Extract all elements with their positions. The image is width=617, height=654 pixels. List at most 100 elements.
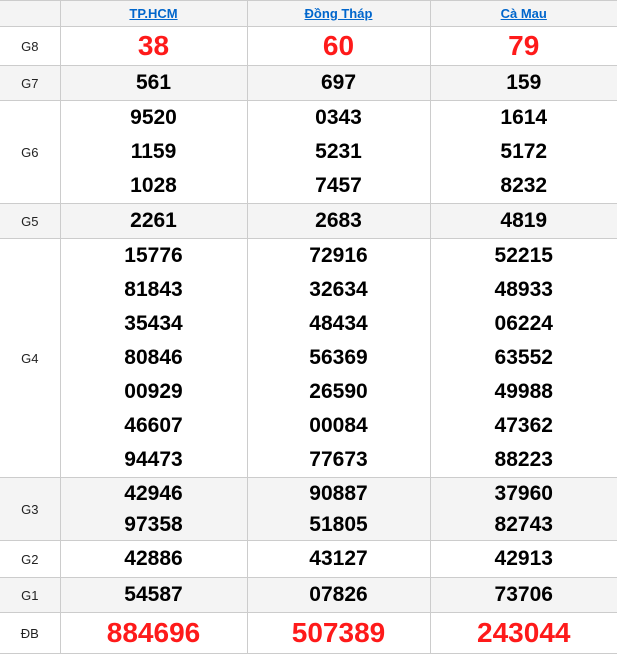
- prize-cell: 07826: [247, 578, 430, 613]
- prize-number: 561: [61, 66, 247, 100]
- prize-number: 81843: [61, 273, 247, 307]
- prize-cell: 54587: [60, 578, 247, 613]
- prize-number: 37960: [431, 478, 617, 509]
- prize-label: G1: [0, 578, 60, 613]
- prize-number: 42886: [61, 542, 247, 576]
- prize-number: 42913: [431, 542, 617, 576]
- prize-number: 4819: [431, 204, 617, 238]
- prize-number: 54587: [61, 578, 247, 612]
- prize-number: 77673: [248, 443, 430, 477]
- header-cell-dongthap: Đồng Tháp: [247, 1, 430, 27]
- prize-number: 2683: [248, 204, 430, 238]
- prize-number: 48933: [431, 273, 617, 307]
- prize-number: 884696: [61, 616, 247, 650]
- prize-label: ĐB: [0, 613, 60, 654]
- prize-number: 0343: [248, 101, 430, 135]
- prize-number: 73706: [431, 578, 617, 612]
- prize-number: 80846: [61, 341, 247, 375]
- prize-number: 06224: [431, 307, 617, 341]
- prize-number: 97358: [61, 509, 247, 540]
- prize-number: 5231: [248, 135, 430, 169]
- prize-number: 52215: [431, 239, 617, 273]
- prize-number: 51805: [248, 509, 430, 540]
- prize-cell: 4819: [430, 204, 617, 239]
- prize-number: 49988: [431, 375, 617, 409]
- prize-number: 90887: [248, 478, 430, 509]
- prize-number: 63552: [431, 341, 617, 375]
- prize-cell: 697: [247, 66, 430, 101]
- prize-cell: 42886: [60, 541, 247, 578]
- prize-number: 88223: [431, 443, 617, 477]
- prize-label: G4: [0, 239, 60, 478]
- prize-cell: 159: [430, 66, 617, 101]
- prize-number: 00084: [248, 409, 430, 443]
- prize-cell: 243044: [430, 613, 617, 654]
- prize-number: 35434: [61, 307, 247, 341]
- prize-label: G8: [0, 27, 60, 66]
- province-link-tphcm[interactable]: TP.HCM: [129, 6, 177, 21]
- prize-number: 697: [248, 66, 430, 100]
- prize-number: 38: [61, 29, 247, 63]
- prize-number: 7457: [248, 169, 430, 203]
- header-row: TP.HCM Đồng Tháp Cà Mau: [0, 1, 617, 27]
- prize-cell: 884696: [60, 613, 247, 654]
- table-header: TP.HCM Đồng Tháp Cà Mau: [0, 1, 617, 27]
- prize-number: 82743: [431, 509, 617, 540]
- prize-label: G2: [0, 541, 60, 578]
- prize-number: 46607: [61, 409, 247, 443]
- prize-number: 42946: [61, 478, 247, 509]
- header-cell-tphcm: TP.HCM: [60, 1, 247, 27]
- prize-number: 1159: [61, 135, 247, 169]
- province-link-camau[interactable]: Cà Mau: [501, 6, 547, 21]
- prize-cell: 60: [247, 27, 430, 66]
- prize-number: 94473: [61, 443, 247, 477]
- prize-number: 26590: [248, 375, 430, 409]
- prize-number: 32634: [248, 273, 430, 307]
- header-cell-camau: Cà Mau: [430, 1, 617, 27]
- prize-number: 2261: [61, 204, 247, 238]
- prize-number: 8232: [431, 169, 617, 203]
- province-link-dongthap[interactable]: Đồng Tháp: [305, 6, 373, 21]
- prize-number: 72916: [248, 239, 430, 273]
- prize-number: 9520: [61, 101, 247, 135]
- prize-cell: 73706: [430, 578, 617, 613]
- prize-label: G7: [0, 66, 60, 101]
- prize-cell: 79: [430, 27, 617, 66]
- prize-number: 5172: [431, 135, 617, 169]
- prize-number: 43127: [248, 542, 430, 576]
- prize-label: G3: [0, 478, 60, 541]
- prize-number: 1614: [431, 101, 617, 135]
- prize-number: 1028: [61, 169, 247, 203]
- prize-number: 56369: [248, 341, 430, 375]
- prize-cell: 42913: [430, 541, 617, 578]
- prize-label: G5: [0, 204, 60, 239]
- prize-number: 60: [248, 29, 430, 63]
- prize-number: 15776: [61, 239, 247, 273]
- prize-number: 243044: [431, 616, 617, 650]
- prize-number: 159: [431, 66, 617, 100]
- prize-number: 48434: [248, 307, 430, 341]
- header-empty-cell: [0, 1, 60, 27]
- prize-cell: 38: [60, 27, 247, 66]
- prize-cell: 561: [60, 66, 247, 101]
- prize-cell: 2261: [60, 204, 247, 239]
- prize-number: 507389: [248, 616, 430, 650]
- prize-number: 47362: [431, 409, 617, 443]
